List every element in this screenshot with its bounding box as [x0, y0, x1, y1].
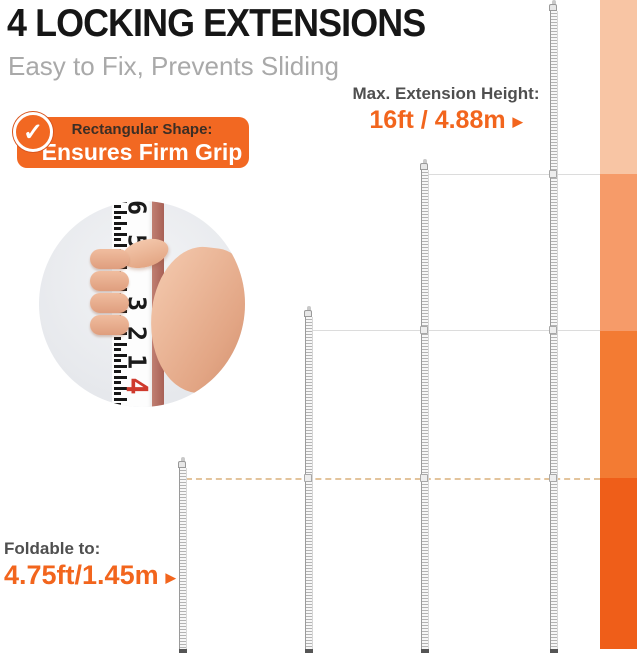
rod-tip: [181, 457, 185, 462]
arrow-right-icon: ▶: [512, 114, 523, 129]
check-icon: ✓: [13, 112, 53, 152]
strip-step-2: [600, 174, 637, 331]
extension-rod-1: [178, 457, 187, 653]
rod-foot: [179, 649, 187, 653]
strip-step-3: [600, 331, 637, 478]
rod-lock-collar: [549, 474, 557, 482]
level-line-folded: [186, 478, 600, 480]
strip-step-4: [600, 478, 637, 649]
rod-number-red: 4: [120, 377, 154, 395]
rod-lock-collar: [304, 474, 312, 482]
grip-photo: 6 5 3 2 1 4 8: [39, 201, 245, 407]
max-extension-callout: Max. Extension Height: 16ft / 4.88m ▶: [340, 84, 552, 135]
page-title: 4 LOCKING EXTENSIONS: [7, 2, 426, 45]
level-line-stage3: [427, 174, 600, 175]
extension-gradient-strip: [600, 0, 637, 649]
badge-line1: Rectangular Shape:: [71, 120, 213, 138]
arrow-right-icon: ▶: [165, 570, 176, 585]
extension-rod-2: [304, 306, 313, 653]
rod-number: 8: [123, 402, 152, 407]
rod-lock-collar: [549, 170, 557, 178]
rod-cap: [420, 163, 428, 170]
foldable-callout: Foldable to: 4.75ft/1.45m ▶: [4, 539, 176, 591]
level-line-stage2: [311, 330, 600, 331]
rod-lock-collar: [420, 474, 428, 482]
extension-rod-4: [549, 0, 558, 653]
rod-foot: [305, 649, 313, 653]
rod-cap: [178, 461, 186, 468]
strip-step-1: [600, 0, 637, 174]
rod-foot: [550, 649, 558, 653]
rod-tip: [552, 0, 556, 5]
hand-finger: [90, 293, 129, 313]
foldable-value: 4.75ft/1.45m ▶: [4, 560, 176, 590]
foldable-label: Foldable to:: [4, 539, 101, 558]
page-subtitle: Easy to Fix, Prevents Sliding: [8, 51, 339, 81]
rod-foot: [421, 649, 429, 653]
max-extension-value: 16ft / 4.88m ▶: [369, 106, 523, 134]
feature-badge: Rectangular Shape: Ensures Firm Grip: [17, 117, 249, 168]
rod-tip: [307, 306, 311, 311]
hand-finger: [90, 249, 129, 269]
rod-tip: [423, 159, 427, 164]
hand-finger: [90, 271, 129, 291]
extension-rod-3: [420, 159, 429, 653]
max-extension-label: Max. Extension Height:: [352, 84, 540, 103]
rod-lock-collar: [549, 326, 557, 334]
badge-line2: Ensures Firm Grip: [41, 138, 243, 165]
rod-number: 6: [122, 201, 152, 216]
rod-number: 1: [122, 353, 152, 370]
rod-lock-collar: [420, 326, 428, 334]
rod-cap: [549, 4, 557, 11]
rod-cap: [304, 310, 312, 317]
hand-finger: [90, 315, 129, 335]
